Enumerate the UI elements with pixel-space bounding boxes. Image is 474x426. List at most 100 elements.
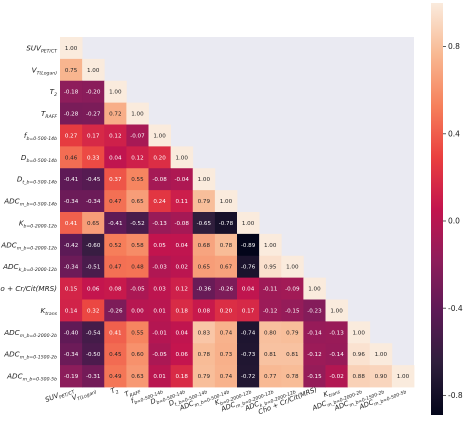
heatmap-cell bbox=[60, 168, 83, 191]
cell-value-label: 0.18 bbox=[175, 308, 188, 314]
heatmap-cell bbox=[104, 321, 127, 344]
heatmap-cell bbox=[126, 255, 149, 279]
cell-value-label: 0.08 bbox=[198, 308, 211, 314]
heatmap-cell bbox=[82, 124, 105, 147]
cell-value-label: 0.20 bbox=[153, 155, 166, 161]
heatmap-cell bbox=[303, 365, 326, 388]
cell-value-label: -0.89 bbox=[241, 243, 256, 249]
heatmap-cells: 1.00 0.75 1.00 -0.18 -0.20 1.00 -0.28 -0.27 0.72… bbox=[60, 37, 415, 388]
heatmap-cell bbox=[82, 255, 105, 279]
heatmap-cell bbox=[281, 365, 304, 388]
heatmap-cell bbox=[192, 343, 216, 366]
cell-value-label: 0.79 bbox=[286, 330, 299, 336]
y-tick-label: ADCk_b=0-2000-12b bbox=[2, 262, 57, 273]
cell-value-label: 0.20 bbox=[220, 308, 233, 314]
y-tick-label: Dt_b=0-500-14b bbox=[17, 175, 57, 186]
cell-value-label: 0.46 bbox=[65, 155, 78, 161]
heatmap-cell bbox=[347, 343, 371, 366]
cell-value-label: -0.18 bbox=[64, 90, 79, 96]
cell-value-label: -0.50 bbox=[86, 352, 101, 358]
cell-value-label: 0.41 bbox=[109, 330, 122, 336]
cell-value-label: 0.78 bbox=[286, 374, 299, 380]
heatmap-cell bbox=[192, 233, 216, 257]
heatmap-cell bbox=[303, 277, 326, 300]
cell-value-label: -0.34 bbox=[86, 199, 101, 205]
cell-value-label: -0.23 bbox=[307, 308, 322, 314]
cell-value-label: -0.12 bbox=[307, 352, 321, 358]
heatmap-cell bbox=[325, 321, 349, 344]
heatmap-cell bbox=[148, 277, 172, 300]
heatmap-cell bbox=[126, 343, 149, 366]
heatmap-cell bbox=[192, 365, 216, 388]
heatmap-cell bbox=[126, 102, 149, 125]
y-tick-label: T2 bbox=[50, 87, 57, 98]
heatmap-cell bbox=[259, 299, 282, 322]
heatmap-cell bbox=[369, 343, 393, 366]
cell-value-label: 1.00 bbox=[397, 374, 410, 380]
colorbar-tick-label: 0.4 bbox=[448, 129, 460, 138]
heatmap-cell bbox=[237, 277, 260, 300]
y-tick-label: ADCm_b=0-500-5b bbox=[6, 372, 57, 383]
cell-value-label: 0.90 bbox=[375, 374, 388, 380]
heatmap-cell bbox=[148, 343, 172, 366]
cell-value-label: -0.34 bbox=[64, 265, 79, 271]
heatmap-cell bbox=[104, 299, 127, 322]
cell-value-label: -0.08 bbox=[174, 221, 189, 227]
heatmap-cell bbox=[192, 321, 216, 344]
cell-value-label: 1.00 bbox=[153, 133, 166, 139]
heatmap-cell bbox=[104, 365, 127, 388]
heatmap-cell bbox=[259, 343, 282, 366]
heatmap-cell bbox=[170, 277, 194, 300]
cell-value-label: 0.74 bbox=[220, 330, 233, 336]
cell-value-label: 0.58 bbox=[131, 243, 144, 249]
cell-value-label: 0.55 bbox=[131, 330, 144, 336]
cell-value-label: -0.08 bbox=[152, 177, 167, 183]
cell-value-label: 0.32 bbox=[87, 308, 99, 314]
cell-value-label: 1.00 bbox=[220, 199, 233, 205]
cell-value-label: -0.09 bbox=[285, 287, 300, 293]
y-tick-label: Cho + Cr/Cit(MRS) bbox=[0, 284, 57, 293]
y-tick-label: ADCm_b=0-1500-2b bbox=[3, 350, 57, 361]
cell-value-label: 0.01 bbox=[153, 374, 166, 380]
heatmap-cell bbox=[192, 255, 216, 279]
heatmap-cell bbox=[170, 233, 194, 257]
heatmap-cell bbox=[82, 168, 105, 191]
heatmap-cell bbox=[259, 277, 282, 300]
heatmap-cell bbox=[325, 365, 349, 388]
cell-value-label: 0.65 bbox=[198, 265, 211, 271]
cell-value-label: 1.00 bbox=[375, 352, 388, 358]
cell-value-label: -0.45 bbox=[86, 177, 101, 183]
heatmap-cell bbox=[391, 365, 415, 388]
cell-value-label: -0.27 bbox=[86, 112, 101, 118]
cell-value-label: -0.60 bbox=[86, 243, 101, 249]
y-tick-labels: SUVPET/CT VT(Logan) T2 TRAFF fb=0-500-14b Db=… bbox=[0, 43, 58, 382]
heatmap-cell bbox=[148, 212, 172, 235]
cell-value-label: 0.74 bbox=[220, 374, 233, 380]
cell-value-label: 0.06 bbox=[87, 287, 100, 293]
heatmap-cell bbox=[126, 233, 149, 257]
heatmap-cell bbox=[214, 343, 238, 366]
cell-value-label: 1.00 bbox=[131, 112, 144, 118]
cell-value-label: -0.20 bbox=[86, 90, 101, 96]
cell-value-label: 0.65 bbox=[131, 199, 144, 205]
heatmap-cell bbox=[192, 277, 216, 300]
cell-value-label: -0.07 bbox=[130, 133, 145, 139]
heatmap-cell bbox=[104, 190, 127, 213]
colorbar-tick-label: -0.4 bbox=[448, 304, 463, 313]
colorbar-tick-label: 0.8 bbox=[448, 42, 460, 51]
heatmap-cell bbox=[237, 299, 260, 322]
x-tick-label: T2 bbox=[109, 385, 119, 397]
cell-value-label: 0.00 bbox=[131, 308, 144, 314]
y-tick-label: ADCm_b=0-500-14b bbox=[3, 197, 57, 208]
cell-value-label: -0.42 bbox=[64, 243, 78, 249]
heatmap-cell bbox=[214, 255, 238, 279]
heatmap-cell bbox=[82, 102, 105, 125]
cell-value-label: -0.34 bbox=[64, 199, 79, 205]
cell-value-label: -0.14 bbox=[329, 352, 344, 358]
cell-value-label: -0.26 bbox=[108, 308, 123, 314]
cell-value-label: 0.68 bbox=[198, 243, 211, 249]
heatmap-cell bbox=[148, 255, 172, 279]
heatmap-cell bbox=[170, 321, 194, 344]
cell-value-label: 0.37 bbox=[109, 177, 122, 183]
cell-value-label: 0.24 bbox=[153, 199, 166, 205]
